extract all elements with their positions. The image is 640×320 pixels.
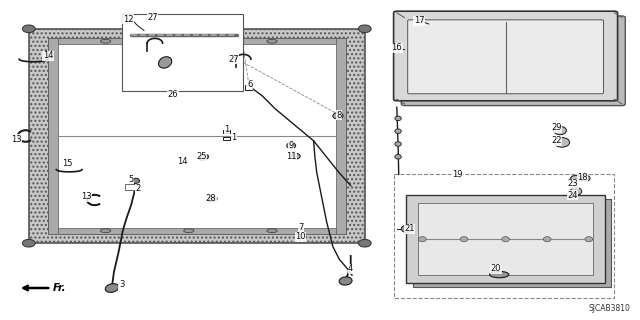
Ellipse shape — [554, 138, 570, 147]
Text: 13: 13 — [81, 192, 92, 201]
Text: SJCAB3810: SJCAB3810 — [589, 304, 630, 313]
Ellipse shape — [291, 153, 300, 159]
Text: 14: 14 — [177, 157, 188, 166]
Bar — [223, 137, 230, 140]
Ellipse shape — [570, 188, 582, 195]
Ellipse shape — [184, 229, 194, 233]
Text: 7: 7 — [298, 223, 303, 232]
Ellipse shape — [401, 225, 412, 232]
Ellipse shape — [132, 178, 140, 183]
Ellipse shape — [395, 116, 401, 121]
Text: 24: 24 — [568, 191, 578, 200]
Text: 26: 26 — [168, 90, 178, 99]
Bar — [413, 199, 611, 287]
Text: 20: 20 — [491, 264, 501, 273]
Bar — [336, 38, 346, 234]
Text: 29: 29 — [552, 124, 562, 132]
Text: 19: 19 — [452, 170, 463, 179]
Text: 2: 2 — [135, 184, 140, 193]
Ellipse shape — [570, 175, 582, 183]
Bar — [418, 203, 593, 275]
Bar — [245, 85, 252, 90]
Text: Fr.: Fr. — [53, 283, 67, 293]
Ellipse shape — [581, 175, 590, 181]
Bar — [29, 29, 365, 243]
Ellipse shape — [585, 237, 593, 242]
Ellipse shape — [554, 126, 566, 135]
Text: 14: 14 — [43, 52, 53, 60]
Text: 21: 21 — [404, 224, 415, 233]
Bar — [48, 228, 346, 234]
Ellipse shape — [419, 237, 426, 242]
Ellipse shape — [333, 113, 343, 119]
Text: 10: 10 — [296, 232, 306, 241]
Bar — [406, 195, 605, 283]
Bar — [122, 14, 243, 91]
Ellipse shape — [460, 237, 468, 242]
Ellipse shape — [267, 229, 277, 233]
Text: 9: 9 — [289, 141, 294, 150]
Text: 27: 27 — [228, 55, 239, 64]
Ellipse shape — [184, 39, 194, 43]
Text: 27: 27 — [147, 13, 157, 22]
Text: 23: 23 — [568, 180, 578, 188]
Ellipse shape — [395, 142, 401, 146]
Ellipse shape — [267, 39, 277, 43]
Ellipse shape — [502, 237, 509, 242]
Text: 6: 6 — [247, 80, 252, 89]
Bar — [48, 38, 346, 44]
Text: 8: 8 — [337, 111, 342, 120]
Ellipse shape — [198, 155, 209, 160]
Text: 22: 22 — [552, 136, 562, 145]
Text: 15: 15 — [62, 159, 72, 168]
Ellipse shape — [22, 239, 35, 247]
Ellipse shape — [100, 229, 111, 233]
Ellipse shape — [339, 277, 352, 285]
Ellipse shape — [358, 239, 371, 247]
Bar — [48, 38, 58, 234]
Text: 11: 11 — [286, 152, 296, 161]
Text: 16: 16 — [392, 44, 402, 52]
Text: 17: 17 — [414, 16, 424, 25]
Bar — [394, 174, 614, 298]
Text: 18: 18 — [577, 173, 588, 182]
Ellipse shape — [22, 25, 35, 33]
Text: 1: 1 — [231, 133, 236, 142]
Ellipse shape — [358, 25, 371, 33]
Ellipse shape — [395, 155, 401, 159]
Bar — [223, 130, 230, 133]
Text: 5: 5 — [129, 175, 134, 184]
Ellipse shape — [159, 57, 172, 68]
Ellipse shape — [208, 196, 217, 202]
Text: 25: 25 — [196, 152, 207, 161]
Text: 13: 13 — [11, 135, 21, 144]
Text: 4: 4 — [348, 264, 353, 273]
Bar — [125, 184, 139, 190]
Ellipse shape — [105, 284, 119, 292]
FancyBboxPatch shape — [408, 20, 604, 94]
FancyBboxPatch shape — [401, 16, 625, 106]
Ellipse shape — [100, 39, 111, 43]
Text: 3: 3 — [119, 280, 124, 289]
Ellipse shape — [287, 143, 296, 148]
Ellipse shape — [395, 129, 401, 133]
Ellipse shape — [490, 271, 509, 278]
Text: 28: 28 — [206, 194, 216, 203]
Text: 1: 1 — [225, 125, 230, 134]
Ellipse shape — [543, 237, 551, 242]
Text: 12: 12 — [123, 15, 133, 24]
FancyBboxPatch shape — [394, 11, 618, 101]
Bar — [48, 38, 346, 234]
